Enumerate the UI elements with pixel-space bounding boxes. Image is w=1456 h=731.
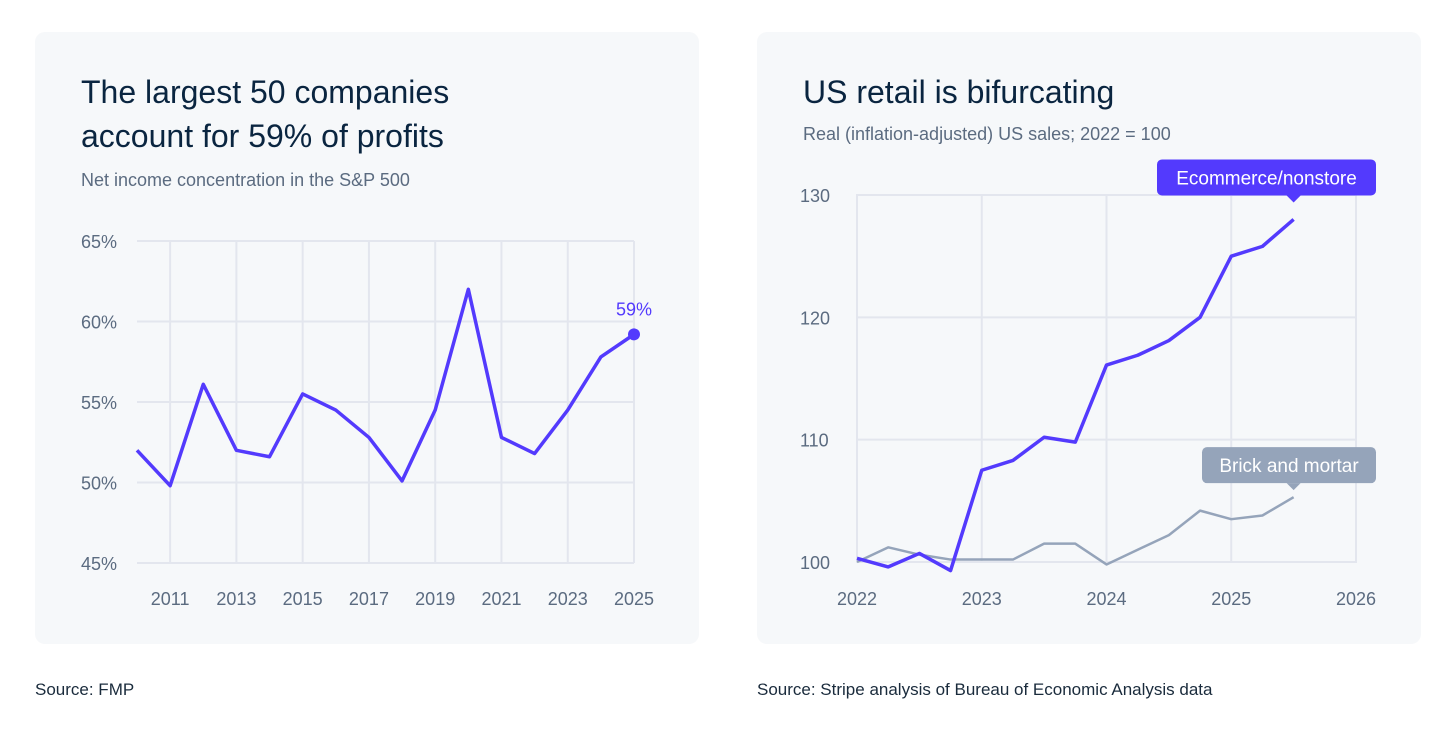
x-tick-label: 2026 xyxy=(1336,589,1376,609)
series-line-top-share xyxy=(135,287,635,488)
series-label-pointer xyxy=(1286,483,1301,491)
y-tick-label: 60% xyxy=(81,313,117,333)
x-tick-label: 2013 xyxy=(216,589,256,609)
x-tick-label: 2019 xyxy=(415,589,455,609)
series-label-box xyxy=(1202,447,1376,484)
x-tick-label: 2025 xyxy=(614,589,654,609)
chart-2: 100 110 120 130 2022 2023 2024 2025 2026 Brick an… xyxy=(800,159,1376,609)
y-tick-label: 110 xyxy=(800,431,829,451)
series-label-pointer xyxy=(1286,195,1301,203)
series-label: Brick and mortar xyxy=(1219,456,1359,477)
x-tick-label: 2017 xyxy=(349,589,389,609)
chart-card-left: The largest 50 companies account for 59% … xyxy=(35,32,699,644)
y-tick-label: 50% xyxy=(81,474,117,494)
x-tick-label: 2022 xyxy=(837,589,877,609)
chart-title: US retail is bifurcating xyxy=(803,74,1115,110)
plot-border xyxy=(856,194,1357,563)
chart-title: The largest 50 companies account for 59% … xyxy=(81,70,449,158)
series-line-ecommerce-nonstore xyxy=(856,218,1295,573)
series-label-box xyxy=(1157,159,1376,196)
x-tick-label: 2011 xyxy=(151,589,190,609)
chart-subtitle: Net income concentration in the S&P 500 xyxy=(81,170,410,190)
x-tick-label: 2023 xyxy=(548,589,588,609)
x-tick-label: 2025 xyxy=(1211,589,1251,609)
y-tick-label: 55% xyxy=(81,393,117,413)
chart-1: 45% 50% 55% 60% 65% 2011 2013 2015 2017 2019 2021 2… xyxy=(81,232,654,609)
y-tick-label: 120 xyxy=(800,308,830,328)
source-note: Source: FMP xyxy=(35,680,135,699)
x-tick-label: 2024 xyxy=(1086,589,1126,609)
y-tick-label: 65% xyxy=(81,232,117,252)
chart-card-right: US retail is bifurcating Real (inflation… xyxy=(757,32,1421,644)
y-tick-label: 130 xyxy=(800,186,830,206)
y-tick-label: 100 xyxy=(800,553,830,573)
source-note: Source: Stripe analysis of Bureau of Eco… xyxy=(757,680,1213,699)
chart-subtitle: Real (inflation-adjusted) US sales; 2022… xyxy=(803,124,1171,144)
title-line-1: The largest 50 companies xyxy=(81,74,450,110)
end-point-label: 59% xyxy=(616,299,652,319)
x-tick-label: 2023 xyxy=(962,589,1002,609)
series-label: Ecommerce/nonstore xyxy=(1176,168,1357,189)
title-line-2: account for 59% of profits xyxy=(81,118,444,154)
series-line-brick-and-mortar xyxy=(856,496,1295,566)
y-tick-label: 45% xyxy=(81,554,117,574)
x-tick-label: 2015 xyxy=(283,589,323,609)
end-point-marker xyxy=(628,328,640,341)
x-tick-label: 2021 xyxy=(481,589,521,609)
